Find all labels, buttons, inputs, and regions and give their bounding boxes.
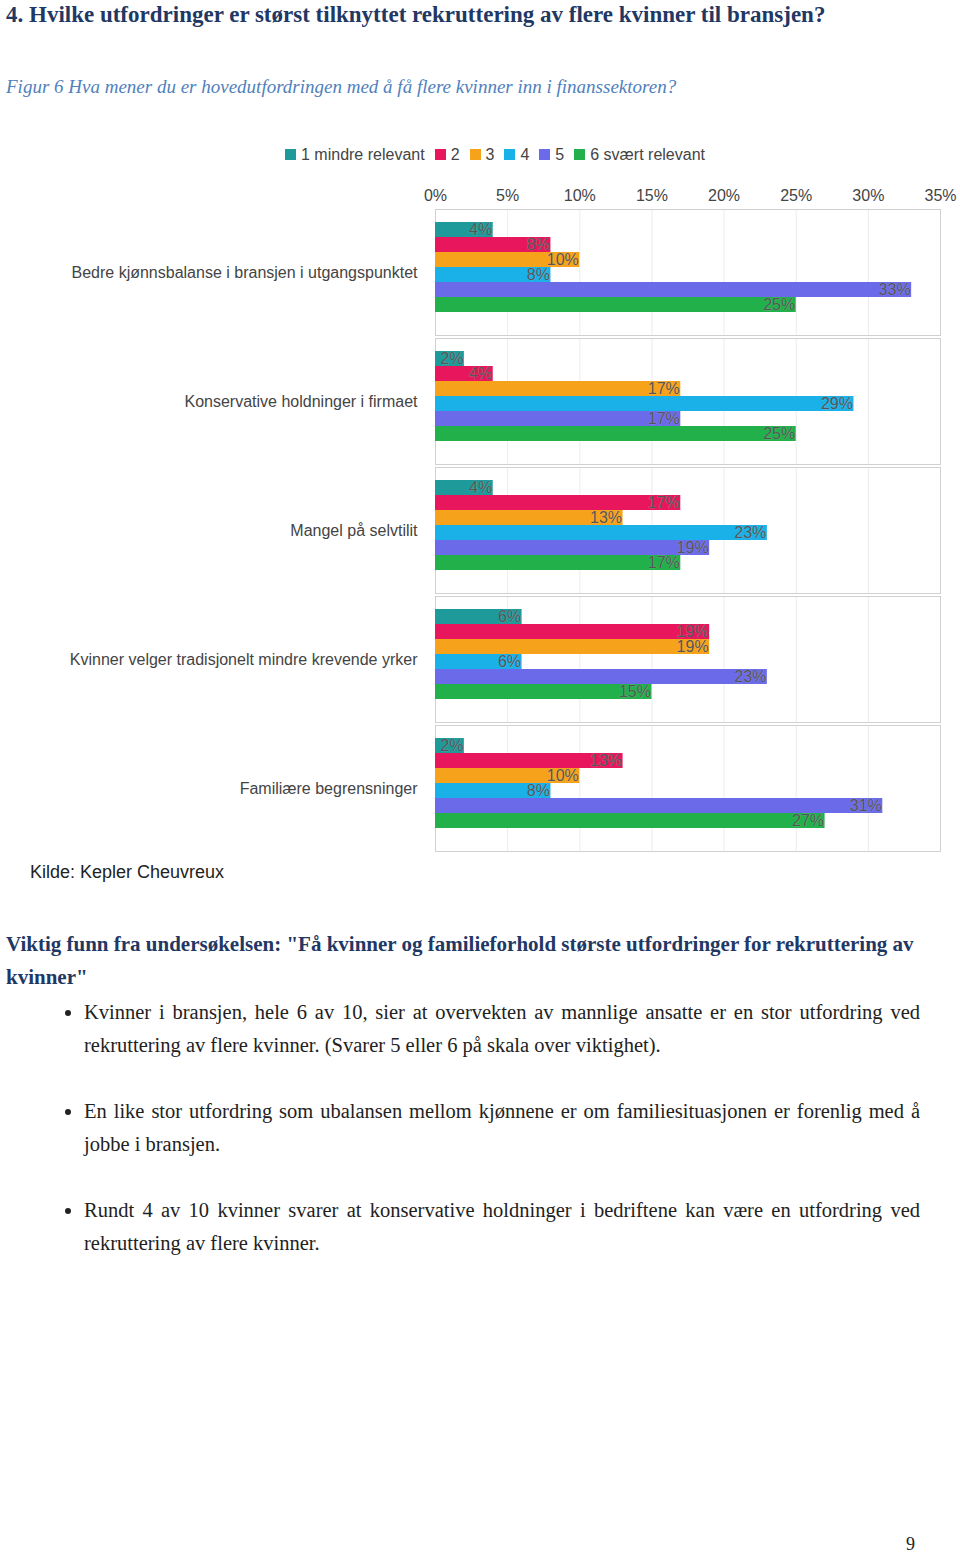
- html-text:En like stor utfordring som ub: En like stor utfordring som ubalansen me…: [84, 1100, 920, 1155]
- svg-text:31%: 31%: [850, 797, 882, 814]
- html-text:4. Hvilke utfordringer er stør: 4. Hvilke utfordringer er størst tilknyt…: [6, 2, 826, 27]
- svg-text:27%: 27%: [792, 812, 824, 829]
- html-text:6 svært relevant: 6 svært relevant: [590, 146, 705, 163]
- svg-text:Bedre kjønnsbalanse i bransjen: Bedre kjønnsbalanse i bransjen i utgangs…: [72, 264, 419, 281]
- svg-text:10%: 10%: [564, 187, 596, 204]
- svg-text:13%: 13%: [590, 509, 622, 526]
- svg-text:15%: 15%: [636, 187, 668, 204]
- svg-text:8%: 8%: [527, 266, 550, 283]
- svg-text:4%: 4%: [469, 365, 492, 382]
- svg-text:23%: 23%: [734, 668, 766, 685]
- svg-text:15%: 15%: [619, 683, 651, 700]
- svg-text:19%: 19%: [677, 638, 709, 655]
- html-text:Rundt 4 av 10 kvinner svarer a: Rundt 4 av 10 kvinner svarer at konserva…: [84, 1199, 920, 1254]
- svg-text:Familiære begrensninger: Familiære begrensninger: [240, 780, 419, 797]
- svg-text:20%: 20%: [708, 187, 740, 204]
- html-text:4: 4: [520, 146, 530, 163]
- html-text:Kvinner i bransjen, hele 6 av: Kvinner i bransjen, hele 6 av 10, sier a…: [84, 1001, 920, 1056]
- svg-text:Mangel på selvtilit: Mangel på selvtilit: [290, 522, 418, 539]
- svg-text:6%: 6%: [498, 653, 521, 670]
- svg-text:6%: 6%: [498, 608, 521, 625]
- svg-text:8%: 8%: [527, 782, 550, 799]
- svg-text:4%: 4%: [469, 479, 492, 496]
- svg-text:17%: 17%: [648, 494, 680, 511]
- svg-text:23%: 23%: [734, 524, 766, 541]
- html-text:2: 2: [450, 146, 460, 163]
- svg-text:2%: 2%: [440, 737, 463, 754]
- svg-text:17%: 17%: [648, 410, 680, 427]
- svg-text:10%: 10%: [547, 767, 579, 784]
- svg-text:30%: 30%: [852, 187, 884, 204]
- svg-text:19%: 19%: [677, 539, 709, 556]
- svg-text:Konservative holdninger i firm: Konservative holdninger i firmaet: [184, 393, 418, 410]
- svg-text:0%: 0%: [424, 187, 447, 204]
- html-text:Figur 6 Hva mener du er hovedu: Figur 6 Hva mener du er hovedutfordringe…: [6, 76, 677, 97]
- svg-text:17%: 17%: [648, 554, 680, 571]
- html-text:1 mindre relevant: 1 mindre relevant: [301, 146, 425, 163]
- svg-text:29%: 29%: [821, 395, 853, 412]
- html-text:5: 5: [555, 146, 565, 163]
- svg-text:8%: 8%: [526, 236, 550, 254]
- svg-text:35%: 35%: [924, 187, 956, 204]
- html-text:3: 3: [485, 146, 495, 163]
- svg-text:33%: 33%: [879, 281, 911, 298]
- svg-text:2%: 2%: [440, 350, 463, 367]
- svg-text:17%: 17%: [648, 380, 680, 397]
- svg-text:25%: 25%: [763, 425, 795, 442]
- svg-text:13%: 13%: [590, 752, 622, 769]
- svg-text:25%: 25%: [763, 296, 795, 313]
- svg-text:5%: 5%: [496, 187, 519, 204]
- html-text:Viktig funn fra undersøkelsen:: Viktig funn fra undersøkelsen: "Få kvinn…: [6, 932, 914, 989]
- svg-text:10%: 10%: [547, 251, 579, 268]
- svg-text:4%: 4%: [469, 221, 492, 238]
- svg-text:25%: 25%: [780, 187, 812, 204]
- svg-text:19%: 19%: [676, 623, 709, 641]
- html-text:9: 9: [906, 1534, 915, 1554]
- html-text:Kilde: Kepler Cheuvreux: Kilde: Kepler Cheuvreux: [30, 862, 225, 882]
- svg-text:Kvinner velger tradisjonelt mi: Kvinner velger tradisjonelt mindre kreve…: [70, 651, 418, 668]
